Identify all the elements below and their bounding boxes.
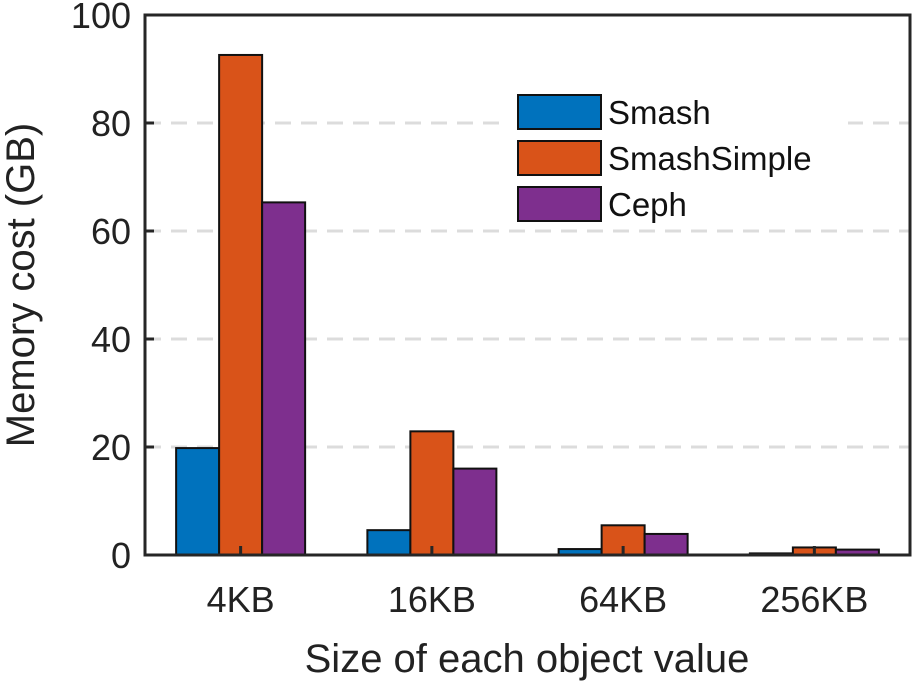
bar-smashsimple-4kb [218,53,264,557]
bar-ceph-64kb [643,532,689,557]
y-tick-label: 80 [91,103,131,144]
x-axis: 4KB 16KB 64KB 256KB [207,546,868,620]
legend-label-smash: Smash [608,94,711,131]
y-axis: 0 20 40 60 80 100 [71,0,154,576]
x-tick-label: 16KB [388,579,476,620]
bar-ceph-16kb [452,467,498,557]
plot-frame [143,13,912,557]
y-tick-label: 60 [91,211,131,252]
legend: Smash SmashSimple Ceph [508,88,848,228]
bar-smashsimple-16kb [409,430,455,556]
x-axis-title: Size of each object value [305,637,750,681]
y-tick-label: 0 [111,535,131,576]
legend-swatch-smash [517,94,602,130]
y-tick-label: 40 [91,319,131,360]
bar-smash-4kb [175,447,221,556]
bar-ceph-4kb [261,201,307,556]
legend-item-smash: Smash [517,94,711,131]
x-tick-label: 256KB [760,579,868,620]
y-tick-label: 20 [91,427,131,468]
y-axis-title: Memory cost (GB) [0,123,43,447]
x-tick-label: 4KB [207,579,275,620]
legend-label-smashsimple: SmashSimple [608,140,812,177]
y-tick-label: 100 [71,0,131,36]
legend-label-ceph: Ceph [608,186,687,223]
x-tick-label: 64KB [579,579,667,620]
legend-item-ceph: Ceph [517,186,687,223]
bar-smash-16kb [366,529,412,556]
legend-item-smashsimple: SmashSimple [517,140,812,177]
legend-swatch-smashsimple [517,140,602,176]
legend-swatch-ceph [517,186,602,222]
